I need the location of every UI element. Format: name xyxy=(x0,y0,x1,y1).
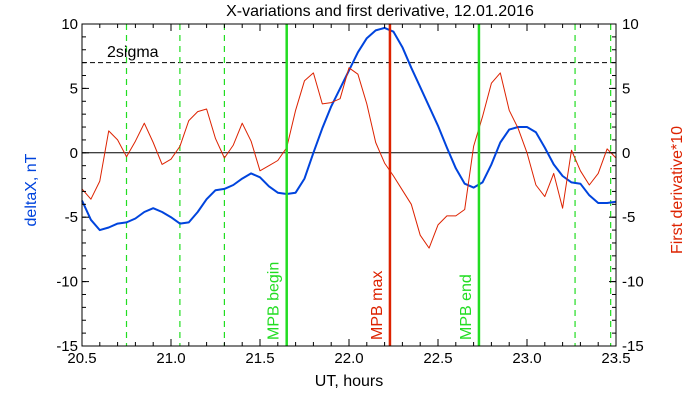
vertical-marker-label-1: MPB max xyxy=(369,271,386,340)
vertical-markers xyxy=(285,24,481,346)
derivative-series-line xyxy=(81,67,617,249)
y-tick-label-left: -5 xyxy=(65,209,78,226)
y-tick-label-right: -10 xyxy=(622,274,644,291)
y-tick-label-right: -5 xyxy=(622,209,635,226)
chart-title: X-variations and first derivative, 12.01… xyxy=(226,3,534,20)
y-tick-label-right: 10 xyxy=(622,16,639,33)
y-tick-label-left: 5 xyxy=(70,80,78,97)
vertical-marker-label-0: MPB begin xyxy=(266,262,283,340)
y-axis-right-title: First derivative*10 xyxy=(669,126,686,254)
y-tick-label-left: -15 xyxy=(56,338,78,355)
x-tick-label: 20.5 xyxy=(67,350,96,367)
y-tick-label-left: -10 xyxy=(56,274,78,291)
y-tick-label-right: 0 xyxy=(622,145,630,162)
x-tick-label: 22.5 xyxy=(423,350,452,367)
y-tick-label-left: 0 xyxy=(70,145,78,162)
two-sigma-label: 2sigma xyxy=(107,44,159,61)
y-tick-label-right: -15 xyxy=(622,338,644,355)
y-tick-label-left: 10 xyxy=(61,16,78,33)
x-tick-label: 23.5 xyxy=(601,350,630,367)
x-axis-title: UT, hours xyxy=(315,373,383,390)
x-tick-label: 21.0 xyxy=(156,350,185,367)
x-tick-label: 21.5 xyxy=(245,350,274,367)
dashed-markers xyxy=(125,24,612,346)
deltax-series-line xyxy=(81,26,617,232)
x-tick-label: 23.0 xyxy=(512,350,541,367)
y-axis-left-title: deltaX, nT xyxy=(23,153,40,226)
x-tick-label: 22.0 xyxy=(334,350,363,367)
vertical-marker-label-2: MPB end xyxy=(458,274,475,340)
series-lines xyxy=(81,26,617,249)
axis-ticks: 20.5 21.0 21.5 22.0 22.5 23.0 23.5-15 -15-10 -10… xyxy=(56,16,643,367)
vertical-marker-labels: MPB begin MPB max MPB end xyxy=(266,262,475,340)
y-tick-label-right: 5 xyxy=(622,80,630,97)
